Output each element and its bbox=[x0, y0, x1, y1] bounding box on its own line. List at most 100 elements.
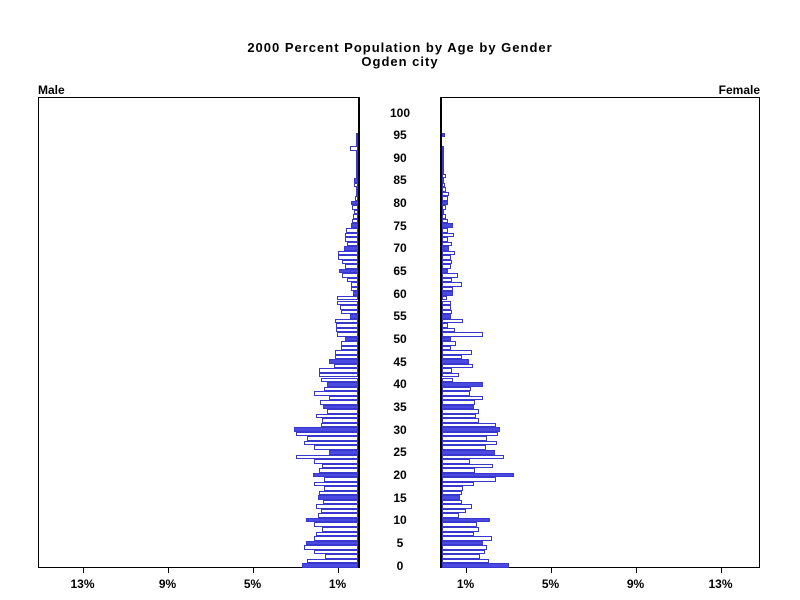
male-bar-age-47 bbox=[334, 350, 358, 355]
male-bar-age-26 bbox=[314, 445, 358, 450]
male-bar-age-36 bbox=[319, 400, 358, 405]
female-bar-age-39 bbox=[442, 386, 471, 392]
female-bar-age-27 bbox=[442, 440, 498, 446]
female-bar-age-76 bbox=[442, 218, 449, 224]
female-bar-age-15 bbox=[442, 495, 461, 500]
female-bar-age-35 bbox=[442, 404, 474, 410]
age-tick-label-40: 40 bbox=[393, 377, 407, 392]
male-bar-age-50 bbox=[345, 336, 358, 342]
female-bar-age-53 bbox=[442, 323, 449, 328]
female-bar-age-43 bbox=[442, 368, 452, 373]
left-pct-tick-1 bbox=[337, 568, 339, 573]
female-bar-age-54 bbox=[442, 318, 464, 324]
male-bar-age-49 bbox=[341, 341, 358, 346]
left-pct-tick-label-1: 1% bbox=[328, 577, 347, 591]
male-bar-age-29 bbox=[296, 431, 358, 437]
female-bar-age-91 bbox=[442, 151, 444, 156]
male-bar-age-27 bbox=[303, 440, 358, 446]
female-bar-age-20 bbox=[442, 472, 515, 478]
male-bar-age-31 bbox=[320, 422, 358, 428]
female-bar-age-10 bbox=[442, 517, 490, 523]
male-bar-age-91 bbox=[355, 151, 358, 156]
male-bar-age-37 bbox=[329, 395, 358, 401]
male-bar-age-56 bbox=[341, 309, 358, 315]
male-bar-age-79 bbox=[351, 205, 358, 210]
female-bar-age-68 bbox=[442, 255, 451, 260]
female-panel-label: Female bbox=[718, 83, 760, 97]
male-bar-age-5 bbox=[305, 540, 358, 546]
male-bar-age-20 bbox=[313, 472, 358, 478]
age-tick-label-45: 45 bbox=[393, 354, 407, 369]
male-bar-age-48 bbox=[341, 345, 358, 351]
male-bar-age-12 bbox=[320, 508, 358, 514]
female-bar-age-84 bbox=[442, 182, 446, 188]
female-bar-age-7 bbox=[442, 531, 474, 537]
male-bar-age-70 bbox=[344, 246, 358, 251]
female-bar-age-6 bbox=[442, 536, 492, 541]
female-bar-age-51 bbox=[442, 332, 484, 337]
female-bar-age-88 bbox=[442, 164, 445, 170]
male-bar-age-39 bbox=[324, 386, 358, 392]
female-bar-age-58 bbox=[442, 300, 451, 306]
female-bar-age-36 bbox=[442, 400, 475, 405]
age-tick-label-50: 50 bbox=[393, 332, 407, 346]
chart-title-line1: 2000 Percent Population by Age by Gender bbox=[247, 40, 553, 55]
female-bar-age-71 bbox=[442, 241, 452, 247]
male-bar-age-55 bbox=[349, 314, 358, 319]
female-plot-area bbox=[440, 97, 760, 568]
male-bar-age-46 bbox=[334, 354, 358, 360]
female-bar-age-30 bbox=[442, 427, 501, 432]
male-bar-age-75 bbox=[350, 223, 358, 228]
female-bar-age-56 bbox=[442, 309, 452, 315]
male-bar-age-30 bbox=[294, 427, 358, 432]
male-bar-age-64 bbox=[342, 273, 358, 278]
age-tick-label-60: 60 bbox=[393, 286, 407, 301]
female-bar-age-29 bbox=[442, 431, 499, 437]
male-bar-age-71 bbox=[347, 241, 358, 247]
male-bar-age-82 bbox=[355, 191, 358, 197]
male-bar-age-32 bbox=[321, 418, 358, 423]
male-bar-age-84 bbox=[353, 182, 358, 188]
female-bar-age-14 bbox=[442, 499, 463, 505]
male-bar-age-60 bbox=[352, 291, 358, 296]
female-bar-age-49 bbox=[442, 341, 456, 346]
male-bar-age-85 bbox=[353, 178, 358, 183]
male-bar-age-21 bbox=[318, 468, 358, 473]
left-pct-tick-5 bbox=[252, 568, 254, 573]
male-bar-age-69 bbox=[337, 250, 358, 256]
male-bar-age-93 bbox=[356, 141, 358, 147]
female-bar-age-89 bbox=[442, 160, 444, 165]
male-bar-age-73 bbox=[345, 232, 358, 238]
male-bar-age-74 bbox=[346, 228, 358, 233]
male-bar-age-59 bbox=[336, 295, 358, 301]
male-bar-age-44 bbox=[333, 363, 358, 369]
male-bar-age-11 bbox=[317, 513, 358, 518]
female-bar-age-3 bbox=[442, 549, 485, 555]
female-bar-age-83 bbox=[442, 187, 447, 192]
male-plot-area bbox=[38, 97, 360, 568]
male-bar-age-40 bbox=[327, 382, 358, 387]
female-bar-age-57 bbox=[442, 305, 451, 310]
female-bar-age-79 bbox=[442, 205, 447, 210]
male-bar-age-81 bbox=[354, 196, 358, 201]
female-bar-age-28 bbox=[442, 436, 487, 441]
male-bar-age-22 bbox=[321, 463, 358, 469]
age-tick-label-90: 90 bbox=[393, 150, 407, 165]
age-tick-label-80: 80 bbox=[393, 196, 407, 211]
male-bar-age-62 bbox=[350, 282, 358, 287]
female-bar-age-52 bbox=[442, 327, 455, 333]
male-bar-age-87 bbox=[356, 169, 358, 174]
male-bar-age-80 bbox=[350, 200, 358, 206]
right-pct-tick-label-1: 1% bbox=[456, 577, 475, 591]
female-bar-age-41 bbox=[442, 377, 453, 383]
female-bar-age-2 bbox=[442, 554, 481, 559]
male-bar-age-38 bbox=[314, 391, 358, 396]
male-bar-age-53 bbox=[335, 323, 358, 328]
male-bar-age-0 bbox=[301, 563, 358, 568]
female-bar-age-46 bbox=[442, 354, 463, 360]
male-bar-age-94 bbox=[356, 137, 358, 142]
female-bar-age-32 bbox=[442, 418, 480, 423]
female-bar-age-77 bbox=[442, 214, 447, 219]
age-tick-label-5: 5 bbox=[396, 535, 404, 550]
left-pct-tick-9 bbox=[167, 568, 169, 573]
